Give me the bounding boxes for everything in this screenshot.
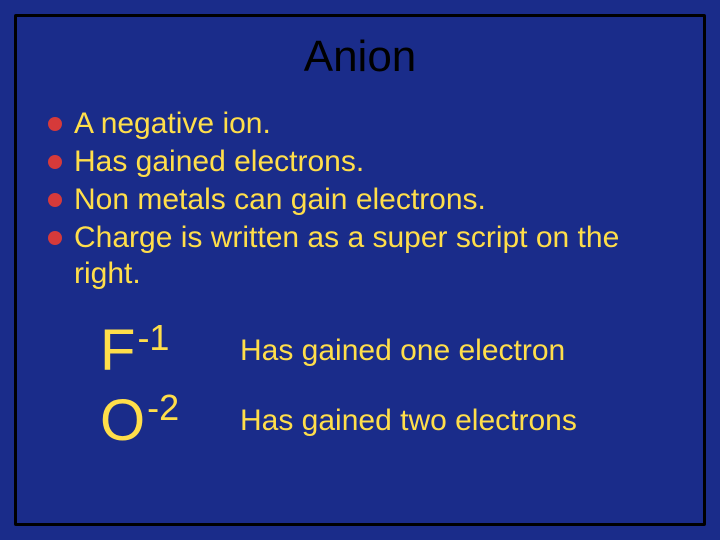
example-row: F -1 Has gained one electron	[100, 322, 676, 380]
bullet-text: Non metals can gain electrons.	[74, 182, 486, 218]
list-item: Non metals can gain electrons.	[48, 182, 676, 218]
list-item: Charge is written as a super script on t…	[48, 220, 676, 292]
bullet-icon	[48, 117, 62, 131]
bullet-icon	[48, 155, 62, 169]
slide: Anion A negative ion. Has gained electro…	[0, 0, 720, 540]
slide-content: Anion A negative ion. Has gained electro…	[14, 14, 706, 526]
bullet-icon	[48, 193, 62, 207]
ion-element: F	[100, 322, 135, 380]
bullet-text: Has gained electrons.	[74, 144, 364, 180]
bullet-list: A negative ion. Has gained electrons. No…	[14, 106, 706, 292]
slide-title: Anion	[14, 32, 706, 82]
ion-charge: -2	[147, 390, 179, 426]
ion-description: Has gained one electron	[240, 334, 565, 368]
list-item: Has gained electrons.	[48, 144, 676, 180]
ion-element: O	[100, 392, 145, 450]
example-row: O -2 Has gained two electrons	[100, 392, 676, 450]
bullet-text: Charge is written as a super script on t…	[74, 220, 676, 292]
ion-formula: O -2	[100, 392, 230, 450]
bullet-icon	[48, 231, 62, 245]
bullet-text: A negative ion.	[74, 106, 271, 142]
ion-description: Has gained two electrons	[240, 404, 577, 438]
examples: F -1 Has gained one electron O -2 Has ga…	[14, 322, 706, 450]
ion-formula: F -1	[100, 322, 230, 380]
list-item: A negative ion.	[48, 106, 676, 142]
ion-charge: -1	[137, 320, 169, 356]
